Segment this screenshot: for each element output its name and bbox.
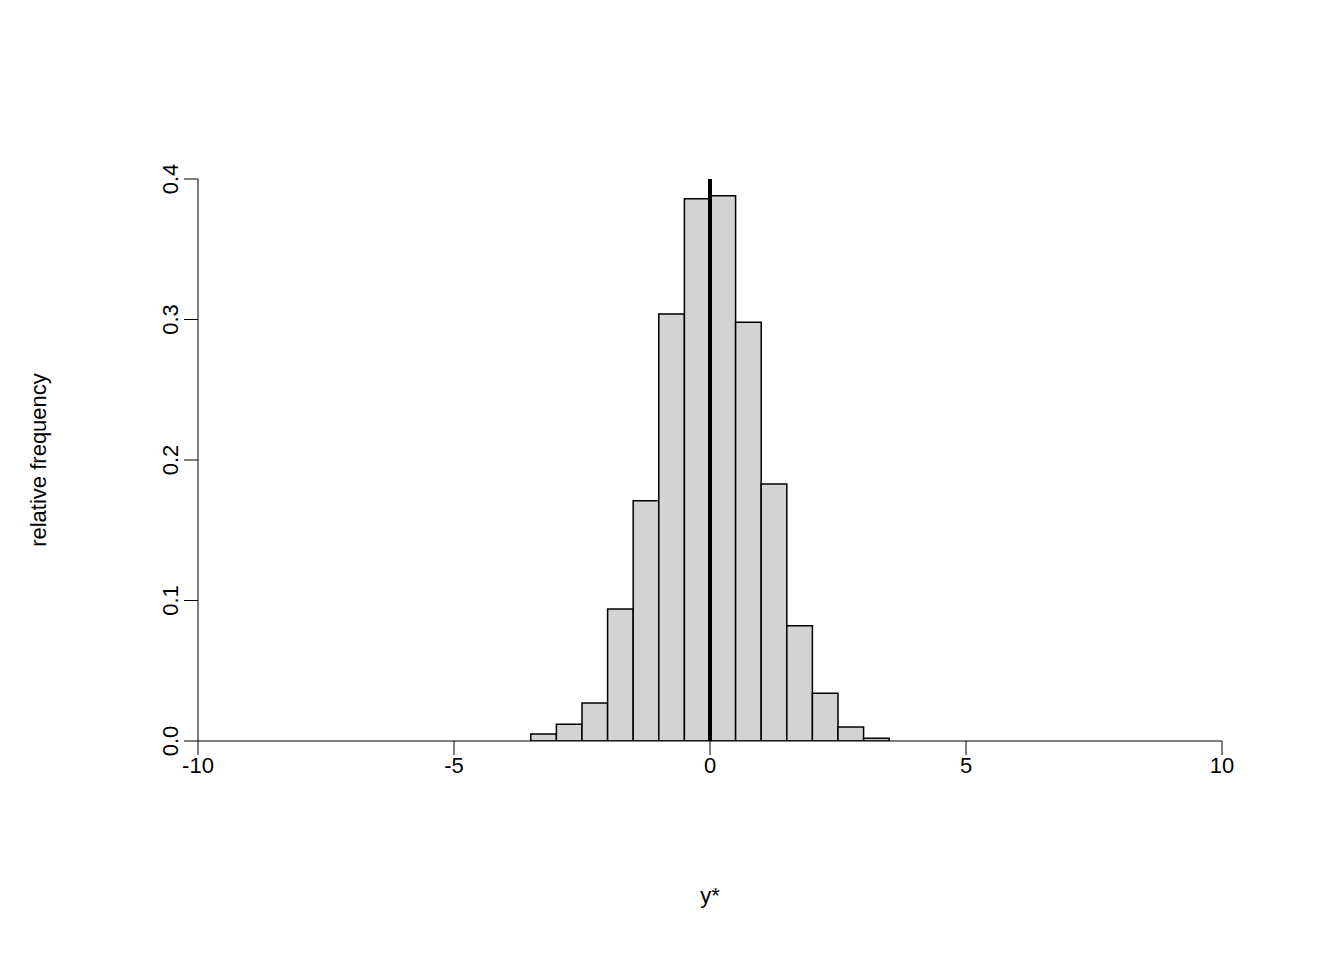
svg-text:0.1: 0.1 xyxy=(158,585,183,616)
svg-text:10: 10 xyxy=(1210,753,1234,778)
svg-text:-5: -5 xyxy=(444,753,464,778)
svg-text:0: 0 xyxy=(704,753,716,778)
svg-text:0.2: 0.2 xyxy=(158,445,183,476)
svg-text:relative frequency: relative frequency xyxy=(26,373,51,547)
svg-text:0.4: 0.4 xyxy=(158,164,183,195)
svg-text:-10: -10 xyxy=(182,753,214,778)
svg-text:y*: y* xyxy=(700,883,720,908)
svg-text:0.3: 0.3 xyxy=(158,304,183,335)
svg-text:0.0: 0.0 xyxy=(158,726,183,757)
svg-text:5: 5 xyxy=(960,753,972,778)
